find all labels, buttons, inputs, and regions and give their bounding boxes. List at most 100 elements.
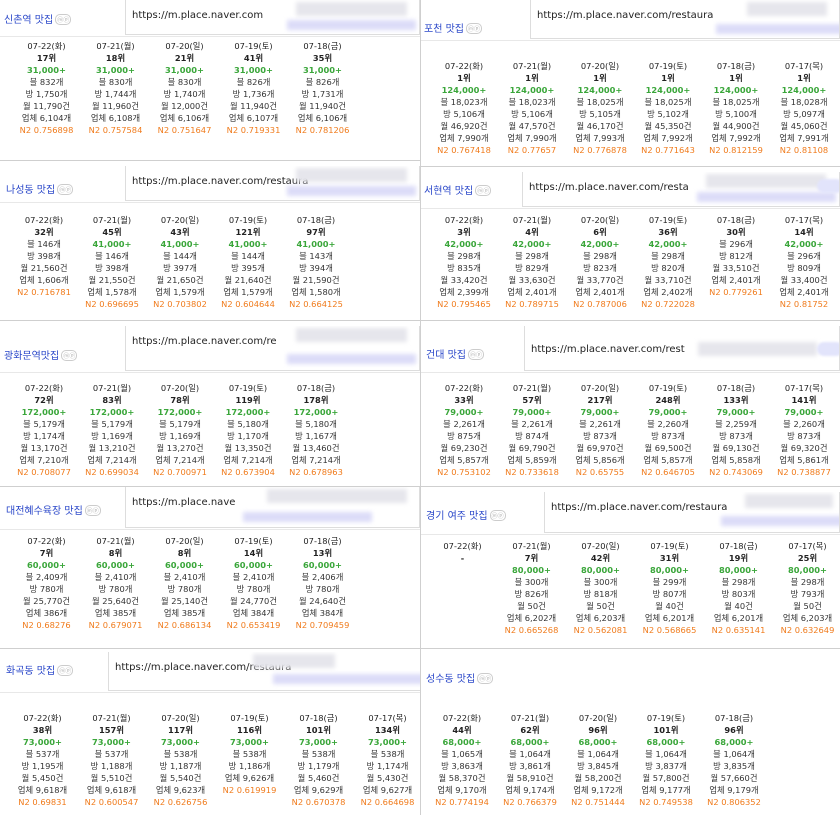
- n2-score: N2 0.69831: [18, 797, 67, 807]
- rank-value: 119위: [235, 395, 261, 405]
- metric-line: 블 2,261개: [511, 419, 553, 429]
- date-label: 07-17(목): [368, 713, 407, 723]
- day-column: 07-21(월) 57위 79,000+ 블 2,261개 방 874개 월 69,790…: [498, 382, 566, 478]
- search-volume: 60,000+: [234, 560, 273, 570]
- metric-line: 업체 7,991개: [779, 133, 829, 143]
- metric-line: 월 44,900건: [712, 121, 760, 131]
- rank-value: 31위: [659, 553, 680, 563]
- date-label: 07-18(금): [716, 61, 756, 71]
- metric-line: 방 1,169개: [159, 431, 201, 441]
- date-label: 07-21(월): [512, 61, 552, 71]
- date-label: 07-21(월): [512, 383, 552, 393]
- day-column: 07-18(금) 30위 블 296개 방 812개 월 33,510건 업체 2,401…: [702, 214, 770, 310]
- day-column: 07-17(목) 14위 42,000+ 블 296개 방 809개 월 33,400건 업…: [770, 214, 838, 310]
- divider: [0, 160, 420, 161]
- metric-line: 월 13,210건: [88, 443, 136, 453]
- search-volume: 80,000+: [512, 565, 551, 575]
- rank-value: 117위: [168, 725, 193, 735]
- date-label: 07-19(토): [230, 713, 269, 723]
- search-volume: 172,000+: [89, 407, 135, 417]
- search-volume: 124,000+: [781, 85, 827, 95]
- date-label: 07-21(월): [92, 713, 131, 723]
- metric-line: 업체 9,179개: [709, 785, 759, 795]
- mobile-pc-badge: ⓜⓟ: [61, 350, 78, 361]
- day-column: 07-19(토) 248위 79,000+ 블 2,260개 방 873개 월 69,50…: [634, 382, 702, 478]
- metric-line: 방 874개: [515, 431, 549, 441]
- keyword-panel: 광화문역맛집 ⓜⓟ https://m.place.naver.com/re 07…: [0, 326, 420, 486]
- search-volume: 41,000+: [296, 239, 336, 249]
- date-label: 07-21(월): [512, 215, 552, 225]
- metric-line: 월 11,940건: [230, 101, 277, 111]
- url-field[interactable]: https://m.place.naver.com/rest: [524, 326, 840, 371]
- rank-value: 1위: [457, 73, 471, 83]
- history-columns: 07-22(화) 3위 42,000+ 블 298개 방 835개 월 33,420건 업체…: [430, 214, 838, 310]
- metric-line: 월 33,630건: [508, 275, 556, 285]
- url-field[interactable]: https://m.place.naver.com: [125, 0, 420, 35]
- metric-line: 블 537개: [25, 749, 60, 759]
- date-label: 07-19(토): [646, 713, 686, 723]
- day-column: 07-21(월) 7위 80,000+ 블 300개 방 826개 월 50건 업체 6,2…: [497, 540, 566, 636]
- redacted-url: [746, 2, 827, 16]
- metric-line: 업체 9,177개: [641, 785, 691, 795]
- rank-value: 25위: [797, 553, 818, 563]
- keyword-title: 성수동 맛집 ⓜⓟ: [426, 673, 494, 685]
- url-field[interactable]: https://m.place.naver.com/restaura: [544, 492, 840, 533]
- day-column: 07-22(화) 38위 73,000+ 블 537개 방 1,195개 월 5,450건…: [8, 712, 77, 808]
- n2-score: N2 0.81108: [779, 145, 829, 155]
- metric-line: 월 11,790건: [23, 101, 70, 111]
- day-column: 07-20(일) 42위 80,000+ 블 300개 방 818개 월 50건 업체 6,…: [566, 540, 635, 636]
- date-label: 07-22(화): [442, 713, 482, 723]
- metric-line: 방 1,170개: [227, 431, 269, 441]
- metric-line: 업체 5,857개: [643, 455, 693, 465]
- day-column: 07-20(일) 117위 73,000+ 블 538개 방 1,187개 월 5,540…: [146, 712, 215, 808]
- metric-line: 방 398개: [95, 263, 129, 273]
- url-field[interactable]: https://m.place.naver.com/restaura: [530, 0, 840, 39]
- metric-line: 블 2,261개: [443, 419, 485, 429]
- n2-score: N2 0.719331: [226, 125, 281, 135]
- metric-line: 방 1,731개: [301, 89, 344, 99]
- metric-line: 방 3,861개: [509, 761, 551, 771]
- day-column: 07-20(일) 78위 172,000+ 블 5,179개 방 1,169개 월 13,…: [146, 382, 214, 478]
- search-volume: 68,000+: [510, 737, 550, 747]
- n2-score: N2 0.779261: [709, 287, 763, 297]
- date-label: 07-19(토): [648, 61, 688, 71]
- rank-value: 43위: [170, 227, 190, 237]
- metric-line: 블 2,410개: [94, 572, 137, 582]
- metric-line: 블 296개: [719, 239, 753, 249]
- metric-line: 업체 2,402개: [643, 287, 693, 297]
- metric-line: 업체 2,399개: [439, 287, 489, 297]
- url-field[interactable]: https://m.place.naver.com/resta: [522, 172, 840, 207]
- url-field[interactable]: https://m.place.nave: [125, 487, 420, 528]
- url-field[interactable]: https://m.place.naver.com/restaura: [125, 166, 420, 201]
- metric-line: 방 1,186개: [228, 761, 271, 771]
- url-text: https://m.place.nave: [132, 497, 236, 508]
- redacted-url: [706, 174, 827, 188]
- metric-line: 블 537개: [94, 749, 129, 759]
- search-volume: 31,000+: [303, 65, 342, 75]
- metric-line: 방 3,835개: [713, 761, 755, 771]
- metric-line: 방 3,863개: [441, 761, 483, 771]
- date-label: 07-20(일): [580, 61, 620, 71]
- n2-score: N2 0.65755: [575, 467, 625, 477]
- mobile-pc-badge: ⓜⓟ: [475, 185, 492, 196]
- date-label: 07-19(토): [228, 215, 268, 225]
- metric-line: 블 538개: [232, 749, 267, 759]
- metric-line: 블 538개: [370, 749, 405, 759]
- url-field[interactable]: https://m.place.naver.com/re: [125, 326, 420, 371]
- redacted-url: [287, 20, 417, 30]
- n2-score: N2 0.568665: [642, 625, 697, 635]
- metric-line: 월 69,320건: [780, 443, 828, 453]
- url-field[interactable]: [520, 652, 840, 690]
- date-label: 07-22(화): [24, 383, 64, 393]
- divider: [0, 648, 840, 649]
- metric-line: 업체 9,626개: [224, 773, 275, 783]
- metric-line: 방 780개: [305, 584, 340, 594]
- n2-score: N2 0.743069: [709, 467, 763, 477]
- metric-line: 업체 9,623개: [155, 785, 206, 795]
- keyword-title: 화곡동 맛집 ⓜⓟ: [6, 665, 74, 677]
- metric-line: 업체 384개: [232, 608, 275, 618]
- mobile-pc-badge: ⓜⓟ: [57, 665, 74, 676]
- metric-line: 월 24,640건: [299, 596, 346, 606]
- day-column: 07-18(금) 19위 80,000+ 블 298개 방 803개 월 40건 업체 6,…: [704, 540, 773, 636]
- search-volume: 42,000+: [444, 239, 484, 249]
